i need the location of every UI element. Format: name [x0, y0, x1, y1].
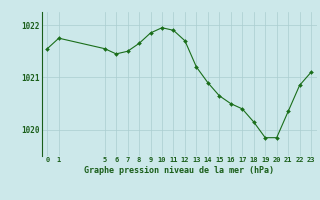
X-axis label: Graphe pression niveau de la mer (hPa): Graphe pression niveau de la mer (hPa) — [84, 166, 274, 175]
